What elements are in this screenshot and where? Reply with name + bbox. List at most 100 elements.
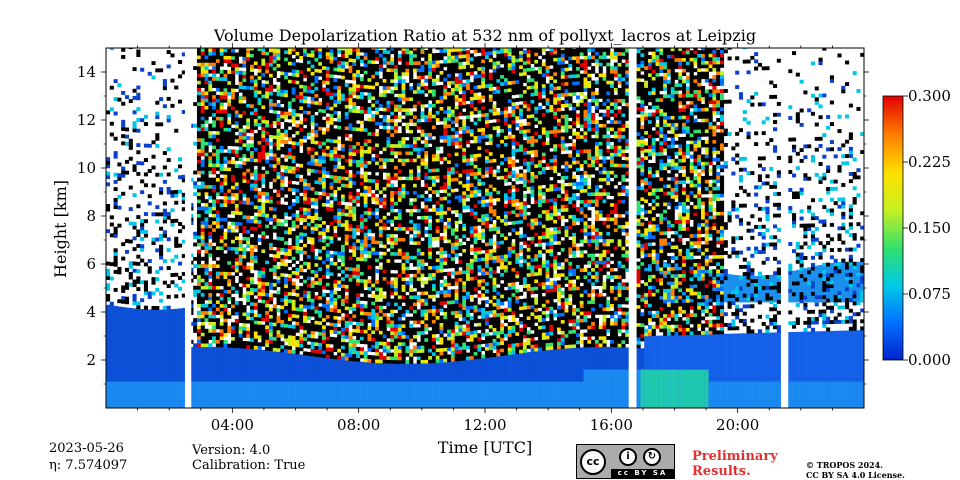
heatmap-cell [261,245,266,250]
heatmap-cell [212,120,217,124]
heatmap-cell [295,80,300,85]
heatmap-cell [204,166,209,171]
heatmap-cell [284,212,289,217]
heatmap-cell [329,174,334,179]
heatmap-cell [253,179,258,184]
heatmap-cell [340,316,346,321]
heatmap-cell [375,161,380,166]
heatmap-cell [200,228,205,232]
heatmap-cell [215,206,220,211]
heatmap-cell [405,273,410,278]
heatmap-cell [261,263,266,268]
heatmap-cell [268,131,274,136]
heatmap-cell [378,319,383,324]
heatmap-cell [340,273,346,278]
heatmap-cell [204,51,209,56]
heatmap-cell [382,240,387,245]
heatmap-cell [390,172,395,177]
heatmap-cell [204,192,209,196]
heatmap-cell [318,328,323,333]
heatmap-cell [306,258,311,263]
heatmap-cell [329,189,334,194]
heatmap-cell [401,273,406,278]
heatmap-cell [196,184,202,189]
heatmap-cell [242,110,247,115]
heatmap-cell [333,225,338,230]
heatmap-cell [348,87,353,91]
heatmap-cell [200,235,205,240]
heatmap-cell [272,221,277,226]
heatmap-cell [325,242,330,247]
heatmap-cell [325,98,330,103]
heatmap-cell [333,168,338,173]
heatmap-cell [337,157,342,162]
heatmap-cell [204,199,209,204]
heatmap-cell [246,49,251,54]
heatmap-cell [291,72,296,77]
heatmap-cell [200,177,205,182]
heatmap-cell [261,159,266,164]
heatmap-cell [344,277,349,282]
heatmap-cell [306,139,311,144]
heatmap-cell [250,161,255,166]
heatmap-cell [128,261,133,266]
heatmap-cell [318,346,323,351]
heatmap-cell [276,200,281,205]
heatmap-cell [382,57,387,62]
heatmap-cell [352,177,357,182]
heatmap-cell [242,81,247,86]
heatmap-cell [250,237,255,242]
heatmap-cell [280,89,285,94]
heatmap-cell [227,131,232,136]
heatmap-cell [344,194,349,199]
heatmap-cell [409,269,414,274]
heatmap-cell [250,284,255,288]
heatmap-cell [159,68,164,73]
heatmap-cell [159,190,164,195]
heatmap-cell [231,297,236,301]
heatmap-cell [295,202,300,207]
heatmap-cell [284,312,289,317]
heatmap-cell [401,284,406,289]
heatmap-cell [325,177,330,182]
heatmap-cell [280,276,285,281]
heatmap-cell [333,49,338,54]
heatmap-cell [280,53,285,58]
heatmap-cell [287,48,293,51]
heatmap-cell [356,354,361,359]
heatmap-cell [265,217,270,222]
heatmap-cell [314,208,319,213]
heatmap-cell [250,143,255,148]
heatmap-cell [337,265,342,270]
heatmap-cell [397,107,402,112]
heatmap-cell [276,351,281,408]
heatmap-cell [219,228,224,233]
heatmap-cell [265,231,270,236]
heatmap-cell [242,132,247,137]
heatmap-cell [333,348,338,353]
heatmap-cell [128,239,133,244]
heatmap-cell [363,311,368,316]
heatmap-cell [303,265,308,269]
heatmap-cell [306,157,311,162]
heatmap-cell [371,157,376,162]
heatmap-cell [375,351,380,356]
heatmap-cell [246,326,251,331]
heatmap-cell [306,330,311,335]
heatmap-cell [219,249,224,254]
heatmap-cell [340,96,346,101]
heatmap-cell [382,89,387,94]
heatmap-cell [265,119,270,124]
heatmap-cell [208,274,213,279]
heatmap-cell [234,124,239,129]
heatmap-cell [344,119,349,123]
heatmap-cell [276,229,281,234]
heatmap-cell [306,146,311,151]
heatmap-cell [397,313,402,318]
heatmap-cell [306,56,311,61]
heatmap-cell [344,50,349,55]
heatmap-cell [287,299,293,303]
heatmap-cell [303,286,308,291]
heatmap-cell [333,232,338,237]
heatmap-cell [238,301,243,306]
